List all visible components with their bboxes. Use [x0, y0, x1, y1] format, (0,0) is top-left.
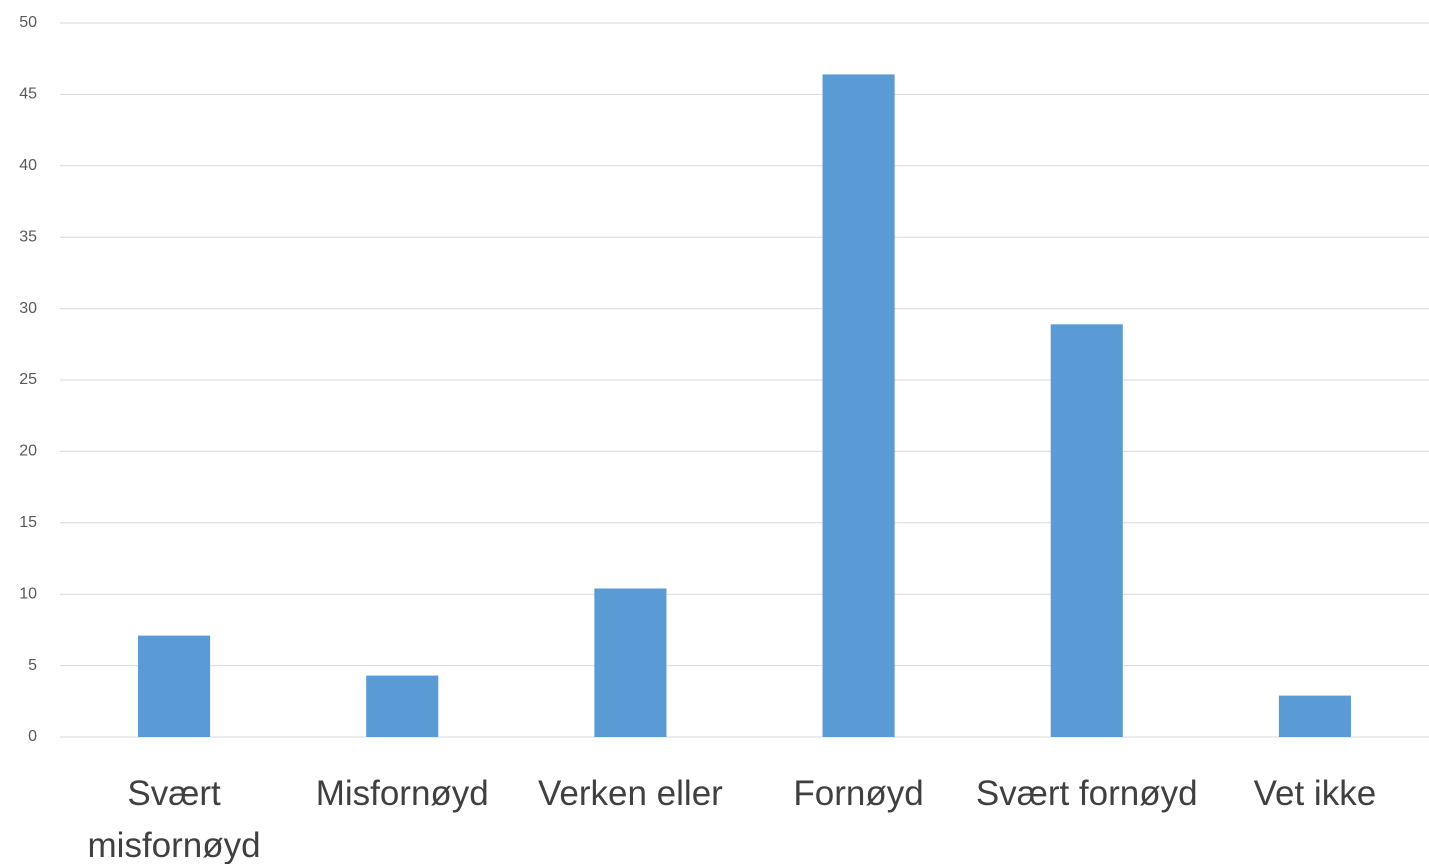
bar	[594, 588, 667, 737]
y-tick-label: 20	[19, 443, 37, 460]
y-tick-label: 25	[19, 371, 37, 388]
bar	[822, 74, 895, 737]
y-tick-label: 0	[28, 728, 37, 745]
y-tick-label: 45	[19, 86, 37, 103]
x-tick-label: Vet ikke	[1253, 774, 1377, 813]
bar	[1050, 324, 1123, 737]
y-tick-label: 35	[19, 228, 37, 245]
x-tick-label: Verken eller	[537, 774, 723, 813]
y-tick-label: 50	[19, 14, 37, 31]
y-tick-label: 40	[19, 157, 37, 174]
y-tick-label: 10	[19, 585, 37, 602]
x-tick-label: Fornøyd	[793, 774, 924, 813]
bar	[138, 635, 211, 737]
y-tick-label: 5	[28, 657, 37, 674]
x-tick-label: Svært misfornøyd	[87, 774, 261, 864]
x-tick-label: Misfornøyd	[315, 774, 489, 813]
x-tick-label: Svært fornøyd	[975, 774, 1198, 813]
y-tick-label: 15	[19, 514, 37, 531]
y-tick-label: 30	[19, 300, 37, 317]
bar	[1278, 695, 1351, 737]
bar	[366, 675, 439, 737]
